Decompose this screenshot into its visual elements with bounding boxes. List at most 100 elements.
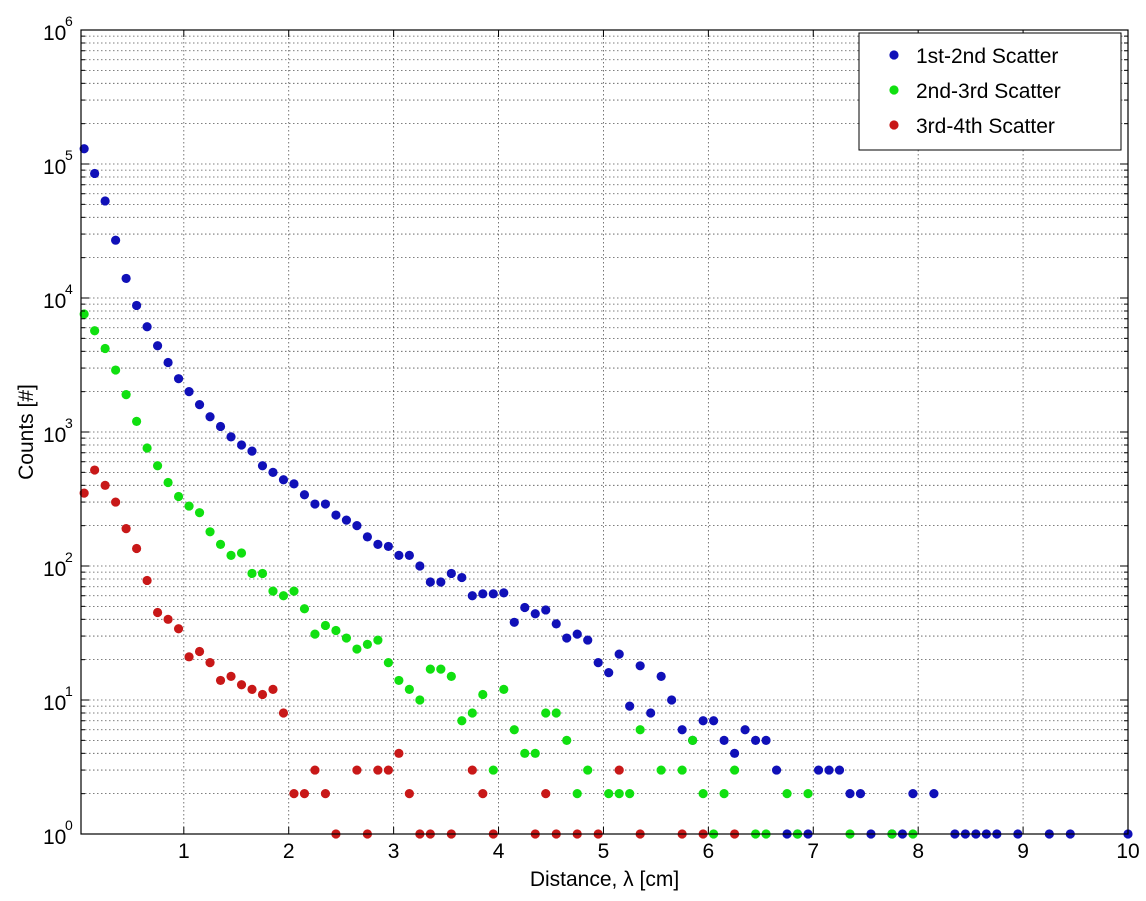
data-point [278, 475, 289, 485]
data-point [289, 479, 299, 489]
legend-marker [889, 85, 899, 95]
data-point [425, 664, 435, 674]
data-point [111, 497, 121, 507]
data-point [278, 591, 289, 601]
data-point [142, 322, 152, 332]
data-point [299, 789, 310, 799]
data-point [855, 789, 866, 799]
legend-item: 1st-2nd Scatter [889, 45, 1058, 68]
legend-box [858, 32, 1122, 151]
y-tick-label-exponent: 6 [65, 13, 73, 29]
data-point [436, 577, 446, 587]
data-point [194, 508, 205, 518]
x-tick-label: 8 [912, 840, 924, 863]
data-point [299, 604, 310, 614]
data-point [436, 664, 446, 674]
y-tick-label-exponent: 0 [65, 817, 73, 833]
data-point [383, 658, 393, 668]
data-point [278, 708, 289, 718]
data-point [257, 461, 268, 471]
data-point [184, 652, 194, 662]
data-point [488, 589, 498, 599]
data-point [352, 521, 362, 531]
data-point [593, 658, 603, 668]
data-point [331, 625, 341, 636]
y-tick-label-base: 10 [43, 156, 66, 179]
y-tick-label: 103 [43, 415, 73, 447]
data-point [583, 765, 593, 775]
data-point [163, 357, 173, 368]
data-point [142, 443, 152, 453]
data-point [457, 572, 467, 583]
data-point [646, 708, 656, 718]
x-tick-label: 2 [283, 840, 295, 863]
y-tick-label-exponent: 5 [65, 147, 73, 163]
data-point [373, 765, 383, 775]
data-point [362, 532, 373, 542]
y-tick-label: 105 [43, 147, 73, 179]
data-point [236, 440, 247, 450]
data-point [236, 548, 247, 558]
data-point [709, 716, 719, 726]
data-point [908, 789, 918, 799]
data-point [184, 387, 194, 397]
legend-marker [889, 120, 899, 130]
y-tick-label-base: 10 [43, 424, 66, 447]
data-point [111, 235, 121, 245]
data-point [226, 550, 236, 560]
y-tick-label-exponent: 2 [65, 549, 73, 565]
data-point [404, 789, 414, 799]
data-point [614, 649, 624, 659]
x-tick-label: 3 [388, 840, 400, 863]
data-point [530, 609, 540, 619]
data-point [257, 568, 268, 579]
data-point [320, 789, 331, 799]
data-point [404, 684, 414, 694]
x-tick-label: 1 [178, 840, 190, 863]
y-tick-label-base: 10 [43, 22, 66, 45]
data-point [415, 561, 425, 571]
data-point [499, 588, 509, 598]
data-point [509, 617, 519, 627]
y-tick-label-exponent: 3 [65, 415, 73, 431]
data-point [352, 644, 362, 654]
data-point [845, 789, 855, 799]
y-tick-label: 104 [43, 281, 73, 313]
data-point [90, 465, 100, 475]
data-point [247, 446, 257, 456]
legend-label: 2nd-3rd Scatter [916, 80, 1061, 103]
data-point [152, 461, 163, 471]
data-point [729, 748, 740, 758]
data-point [299, 490, 310, 500]
data-point [572, 789, 582, 799]
data-point [614, 789, 624, 799]
data-point [562, 735, 572, 745]
data-point [215, 675, 226, 686]
data-point [79, 144, 89, 154]
y-tick-label: 101 [43, 683, 73, 715]
data-point [740, 725, 750, 735]
data-point [488, 765, 498, 775]
data-point [205, 658, 215, 668]
data-point [541, 708, 551, 718]
data-point [132, 543, 142, 554]
data-point [625, 789, 635, 799]
data-point [79, 488, 89, 498]
data-point [100, 343, 110, 354]
x-tick-label: 5 [598, 840, 610, 863]
data-point [604, 789, 614, 799]
data-point [257, 689, 268, 700]
data-point [152, 607, 163, 618]
data-point [929, 789, 939, 799]
data-point [834, 765, 845, 775]
data-point [79, 309, 89, 319]
x-tick-label: 4 [493, 840, 505, 863]
legend-item: 3rd-4th Scatter [889, 115, 1055, 138]
data-point [163, 477, 173, 488]
data-point [478, 689, 488, 700]
y-axis-label: Counts [#] [15, 384, 38, 480]
y-tick-label-exponent: 1 [65, 683, 73, 699]
data-point [341, 515, 352, 525]
grid [81, 30, 1128, 834]
